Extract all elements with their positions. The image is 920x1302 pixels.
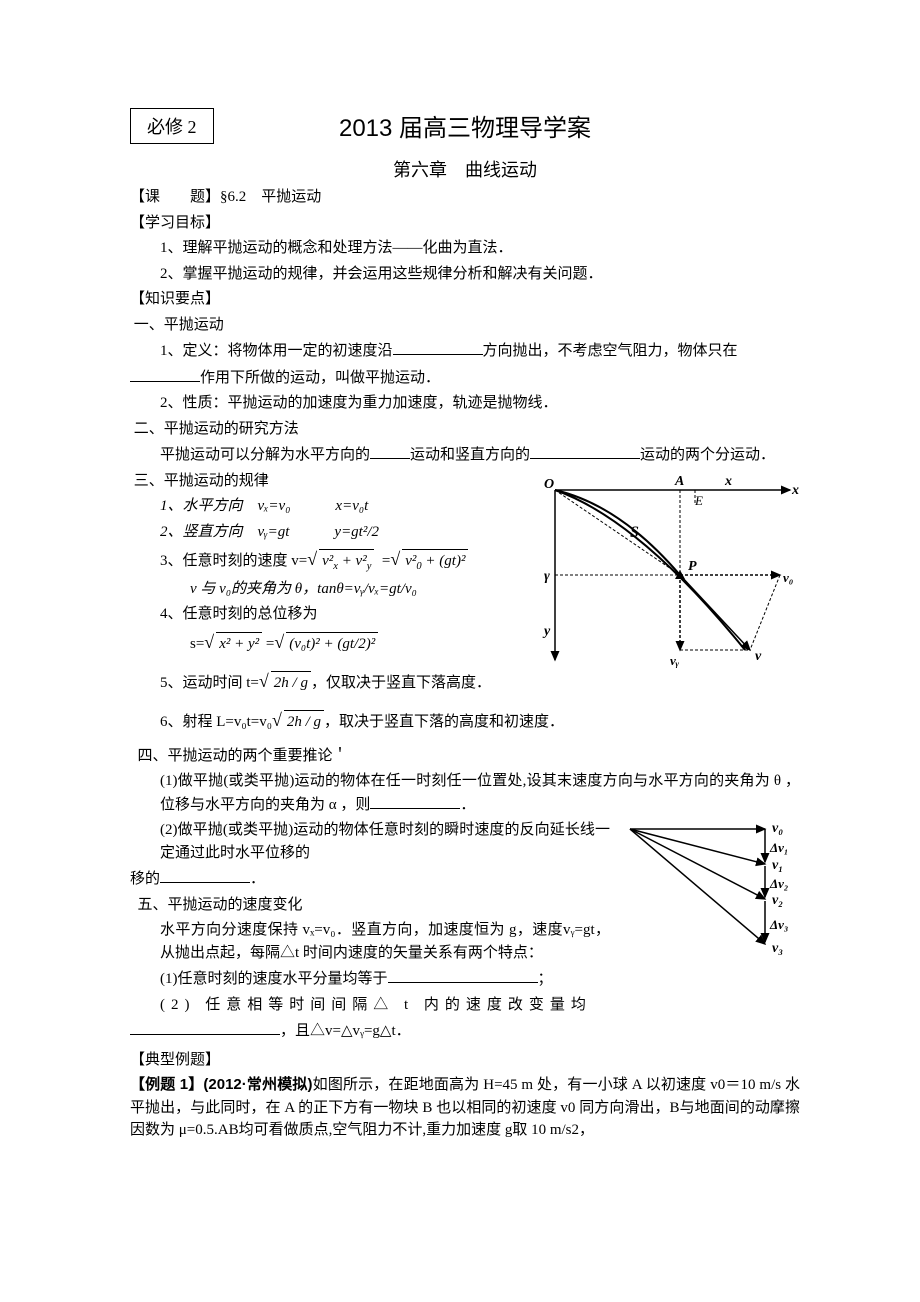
label-O: O bbox=[544, 477, 554, 492]
s3-item-6: 6、射程 L=v₀t=v₀√2h / g，取决于竖直下落的高度和初速度． bbox=[130, 707, 800, 734]
velocity-triangle-diagram: v₀ Δv₁ v₁ v₂ Δv₂ Δv₃ v₃ bbox=[620, 814, 800, 969]
example-1: 【例题 1】(2012·常州模拟)如图所示，在距地面高为 H=45 m 处，有一… bbox=[130, 1074, 800, 1142]
obj-item: 2、掌握平抛运动的规律，并会运用这些规律分析和解决有关问题． bbox=[130, 263, 800, 286]
s5-item-2: (2) 任意相等时间间隔△ t 内的速度改变量均 bbox=[130, 994, 800, 1017]
d2-v2: v₂ bbox=[772, 893, 783, 908]
s4-item-1: (1)做平抛(或类平抛)运动的物体在任一时刻任一位置处,设其末速度方向与水平方向… bbox=[130, 770, 800, 816]
d2-v1: v₁ bbox=[772, 858, 783, 873]
s5-item-1: (1)任意时刻的速度水平分量均等于； bbox=[130, 967, 800, 991]
label-gamma: γ bbox=[544, 569, 550, 584]
label-A: A bbox=[674, 474, 684, 489]
d2-v3: v₃ bbox=[772, 941, 783, 956]
s1-def: 1、定义：将物体用一定的初速度沿方向抛出，不考虑空气阻力，物体只在 bbox=[130, 339, 800, 363]
obj-item: 1、理解平抛运动的概念和处理方法——化曲为直法． bbox=[130, 237, 800, 260]
d2-dv1: Δv₁ bbox=[769, 840, 788, 855]
s1-nature: 2、性质：平抛运动的加速度为重力加速度，轨迹是抛物线． bbox=[130, 392, 800, 415]
blank-h bbox=[370, 443, 410, 459]
blank-eq2 bbox=[130, 1019, 280, 1035]
blank-midpoint bbox=[160, 867, 250, 883]
main-title: 2013 届高三物理导学案 bbox=[130, 108, 800, 143]
section-4-head: 四、平抛运动的两个重要推论＇ bbox=[130, 745, 800, 768]
keypoints-head: 【知识要点】 bbox=[130, 288, 800, 311]
badge-box: 必修 2 bbox=[130, 108, 214, 144]
objectives-head: 【学习目标】 bbox=[130, 212, 800, 235]
blank-v bbox=[530, 443, 640, 459]
blank-force bbox=[130, 366, 200, 382]
projectile-diagram: O A E x x S P γ y v₀ vᵧ v bbox=[530, 470, 800, 675]
blank-tan bbox=[370, 793, 460, 809]
s2-body: 平抛运动可以分解为水平方向的运动和竖直方向的运动的两个分运动． bbox=[130, 443, 800, 467]
label-vy: vᵧ bbox=[670, 653, 680, 668]
d2-dv2: Δv₂ bbox=[769, 876, 788, 891]
d2-dv3: Δv₃ bbox=[769, 917, 788, 932]
chapter-title: 第六章 曲线运动 bbox=[130, 156, 800, 182]
label-S: S bbox=[630, 524, 639, 541]
d2-v0: v₀ bbox=[772, 821, 783, 836]
label-E: E bbox=[694, 493, 703, 508]
blank-eq1 bbox=[388, 967, 538, 983]
label-P: P bbox=[688, 559, 697, 574]
label-x: x bbox=[724, 474, 732, 489]
examples-head: 【典型例题】 bbox=[130, 1049, 800, 1072]
label-v: v bbox=[755, 649, 762, 664]
blank-direction bbox=[393, 339, 483, 355]
s1-def-cont: 作用下所做的运动，叫做平抛运动． bbox=[130, 366, 800, 390]
section-1-head: 一、平抛运动 bbox=[130, 314, 800, 337]
section-2-head: 二、平抛运动的研究方法 bbox=[130, 418, 800, 441]
label-x2: x bbox=[791, 483, 799, 498]
label-v0: v₀ bbox=[783, 570, 793, 585]
topic-line: 【课 题】§6.2 平抛运动 bbox=[130, 186, 800, 209]
label-y: y bbox=[542, 624, 551, 639]
s5-item-2b: ，且△v=△vᵧ=g△t． bbox=[130, 1019, 800, 1043]
